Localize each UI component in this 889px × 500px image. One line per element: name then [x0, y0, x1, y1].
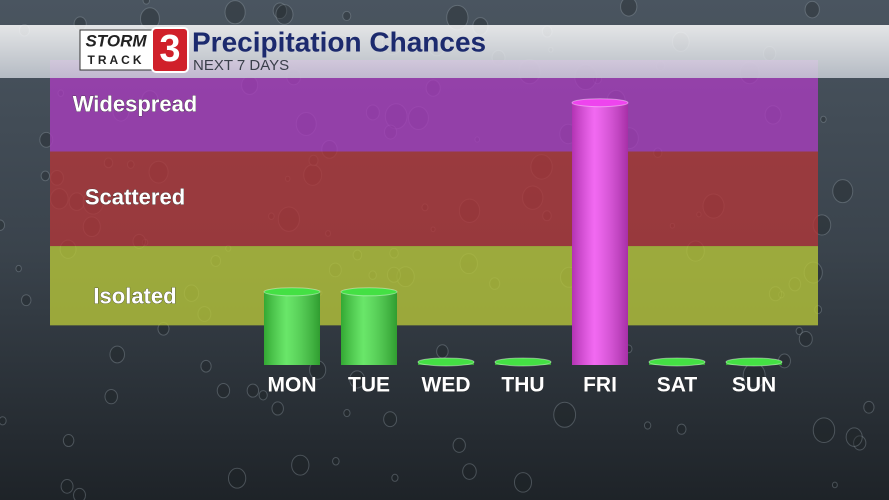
rain-drop [795, 326, 803, 336]
rain-drop [804, 0, 820, 19]
rain-drop [20, 294, 32, 307]
rain-drop [349, 370, 366, 389]
chart-title: Precipitation Chances [192, 26, 486, 57]
x-tick-label: SAT [657, 374, 698, 397]
logo-badge [151, 27, 189, 73]
logo: STORM TRACK 3 [79, 27, 189, 73]
bar-cap [340, 287, 398, 297]
rain-drop [513, 472, 533, 493]
x-tick-label: SUN [732, 374, 776, 397]
rain-drop [246, 383, 260, 398]
x-tick-label: WED [422, 374, 471, 397]
rain-drop [60, 479, 74, 494]
rain-drop [275, 4, 294, 25]
rain-drop [436, 344, 449, 359]
rain-drop [342, 10, 352, 22]
range-band [50, 151, 818, 247]
bar-cap [725, 357, 783, 367]
bar-cap [263, 287, 321, 297]
rain-drop [643, 421, 652, 430]
rain-drop [676, 423, 687, 435]
x-tick-label: TUE [348, 374, 390, 397]
rain-drop [200, 359, 212, 373]
rain-drop [142, 0, 151, 5]
logo-word: STORM [85, 31, 147, 50]
rain-drop [216, 383, 231, 399]
rain-drop [845, 427, 863, 447]
rain-drop [620, 0, 638, 17]
rain-drop [383, 411, 398, 428]
rain-drop [104, 388, 118, 405]
chart-subtitle: NEXT 7 DAYS [193, 57, 289, 74]
rain-drop [343, 408, 351, 418]
rain-drop [40, 170, 51, 182]
rain-drop [0, 416, 7, 426]
range-band [50, 246, 818, 326]
band-label: Isolated [93, 284, 176, 309]
rain-drop [332, 456, 340, 466]
rain-drop [109, 345, 125, 364]
bar-cap [571, 98, 629, 108]
rain-drop [15, 264, 22, 273]
rain-drop [227, 467, 247, 489]
rain-drop [391, 473, 399, 482]
bar-cap [494, 357, 552, 367]
x-tick-label: FRI [583, 374, 617, 397]
bar-shade [341, 291, 397, 365]
rain-drop [73, 487, 86, 500]
rain-drop [224, 0, 246, 25]
rain-drop [291, 454, 310, 476]
rain-drop [271, 401, 284, 416]
bar-shade [264, 291, 320, 365]
rain-drop [863, 400, 875, 414]
rain-drop [832, 179, 854, 204]
x-tick-label: MON [268, 374, 317, 397]
rain-drop [452, 437, 466, 453]
rain-drop [853, 435, 867, 451]
x-tick-label: THU [501, 374, 544, 397]
band-label: Scattered [85, 185, 185, 210]
rain-drop [798, 330, 813, 347]
rain-drop [812, 417, 836, 444]
band-label: Widespread [73, 92, 198, 117]
rain-drop [258, 390, 268, 401]
rain-drop [0, 219, 6, 232]
logo-word: TRACK [88, 53, 145, 67]
rain-drop [831, 481, 838, 489]
rain-drop [553, 401, 577, 428]
rain-drop [272, 2, 288, 20]
rain-drop [462, 463, 477, 480]
bar-cap [648, 357, 706, 367]
bar-shade [572, 102, 628, 365]
rain-drop [820, 115, 827, 123]
bar-cap [417, 357, 475, 367]
rain-drop [62, 434, 75, 448]
logo-number: 3 [159, 28, 180, 70]
